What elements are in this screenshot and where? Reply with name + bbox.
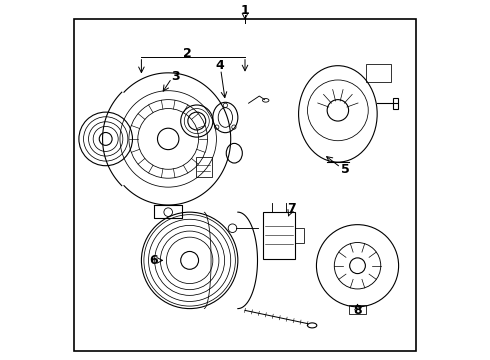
Text: 7: 7 bbox=[287, 202, 296, 215]
Bar bbox=[263, 212, 295, 258]
Bar bbox=[196, 157, 212, 177]
Text: 8: 8 bbox=[353, 304, 362, 317]
Text: 2: 2 bbox=[183, 47, 192, 60]
Bar bbox=[367, 64, 392, 82]
Text: 3: 3 bbox=[171, 70, 180, 83]
Text: 1: 1 bbox=[241, 4, 249, 17]
Bar bbox=[393, 98, 397, 109]
Text: 6: 6 bbox=[149, 254, 158, 267]
Bar bbox=[295, 228, 304, 243]
Bar bbox=[348, 305, 367, 314]
Text: 4: 4 bbox=[216, 59, 224, 72]
Text: 5: 5 bbox=[341, 163, 349, 176]
